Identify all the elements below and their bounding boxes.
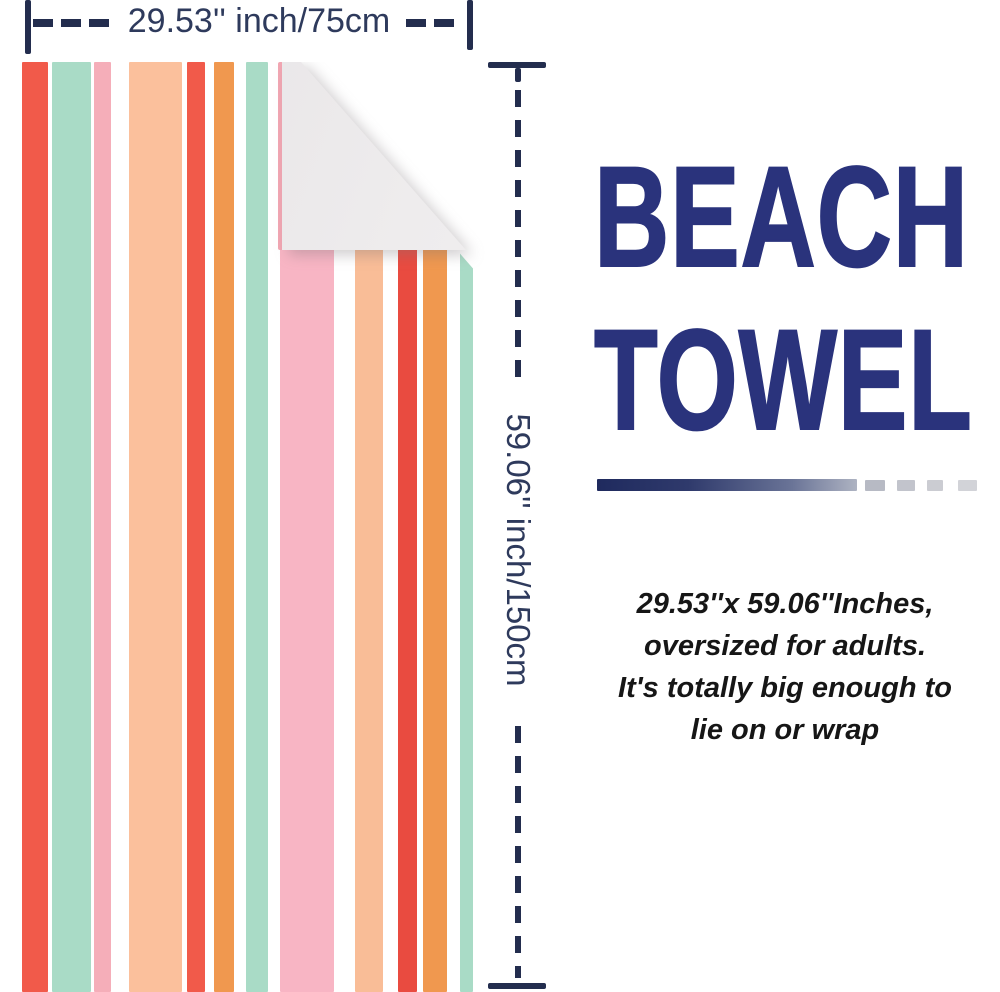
length-dim-dashes-upper: [515, 90, 521, 386]
divider-fade-dash: [865, 480, 885, 491]
width-dim-dashes-left: [33, 19, 111, 27]
width-dim-dashes-right: [406, 19, 462, 27]
folded-corner-flap: [282, 62, 466, 250]
fold-crease-edge: [278, 62, 283, 250]
width-dimension-label: 29.53'' inch/75cm: [127, 2, 391, 40]
towel-stripe-redDeep: [398, 62, 417, 992]
headline-towel: TOWEL: [593, 301, 973, 460]
divider-fade-dash: [897, 480, 915, 491]
width-dim-left-cap: [25, 0, 31, 54]
divider-fade-dash: [927, 480, 943, 491]
length-dim-dashes-lower: [515, 726, 521, 978]
description-line: oversized for adults.: [643, 630, 926, 662]
length-dim-bottom-cap: [488, 983, 546, 989]
description-line: It's totally big enough to: [618, 672, 952, 704]
towel-stripe-mint: [246, 62, 268, 992]
fold-flap-shadow: [22, 62, 490, 992]
length-dimension-label: 59.06'' inch/150cm: [500, 413, 537, 687]
towel-stripe-red: [22, 62, 48, 992]
towel-stripe-mint: [460, 62, 473, 992]
description-text: 29.53''x 59.06''Inches, oversized for ad…: [575, 583, 995, 751]
towel-stripe-peach: [129, 62, 182, 992]
length-dim-top-stem: [515, 68, 521, 82]
length-dim-top-cap: [488, 62, 546, 68]
description-line: lie on or wrap: [690, 714, 880, 746]
towel-stripe-mint: [52, 62, 91, 992]
description-line: 29.53''x 59.06''Inches,: [636, 588, 934, 620]
towel-stripe-red: [187, 62, 205, 992]
headline-beach: BEACH: [593, 138, 969, 297]
divider-bar: [597, 479, 857, 491]
towel-illustration: [22, 62, 490, 992]
divider-fade-dash: [958, 480, 977, 491]
width-dim-right-cap: [467, 0, 473, 50]
towel-stripe-pink: [94, 62, 111, 992]
towel-stripe-orange: [214, 62, 234, 992]
